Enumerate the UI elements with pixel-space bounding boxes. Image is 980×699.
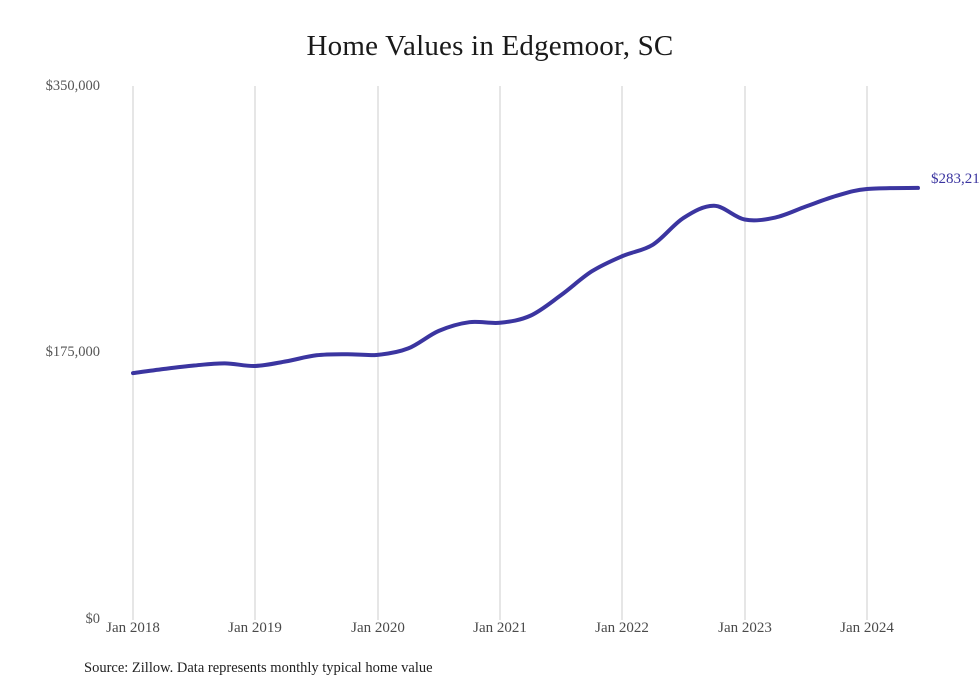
y-axis-tick-175000: $175,000	[45, 344, 100, 360]
x-axis-tick-jan-2018: Jan 2018	[106, 620, 160, 636]
y-axis-tick-0: $0	[85, 611, 101, 627]
endpoint-value-label: $283,210	[930, 170, 980, 187]
vertical-gridlines	[132, 86, 868, 620]
x-axis-tick-jan-2022: Jan 2022	[595, 620, 649, 636]
chart-title: Home Values in Edgemoor, SC	[306, 30, 674, 62]
data-line-typical-home-value	[131, 185, 920, 376]
x-axis-tick-jan-2020: Jan 2020	[351, 620, 405, 636]
x-axis-tick-jan-2019: Jan 2019	[228, 620, 282, 636]
x-axis-tick-jan-2023: Jan 2023	[718, 620, 772, 636]
x-axis-tick-jan-2024: Jan 2024	[840, 620, 894, 636]
y-axis-tick-350000: $350,000	[45, 78, 100, 94]
source-footnote: Source: Zillow. Data represents monthly …	[84, 660, 433, 676]
x-axis-tick-jan-2021: Jan 2021	[473, 620, 527, 636]
